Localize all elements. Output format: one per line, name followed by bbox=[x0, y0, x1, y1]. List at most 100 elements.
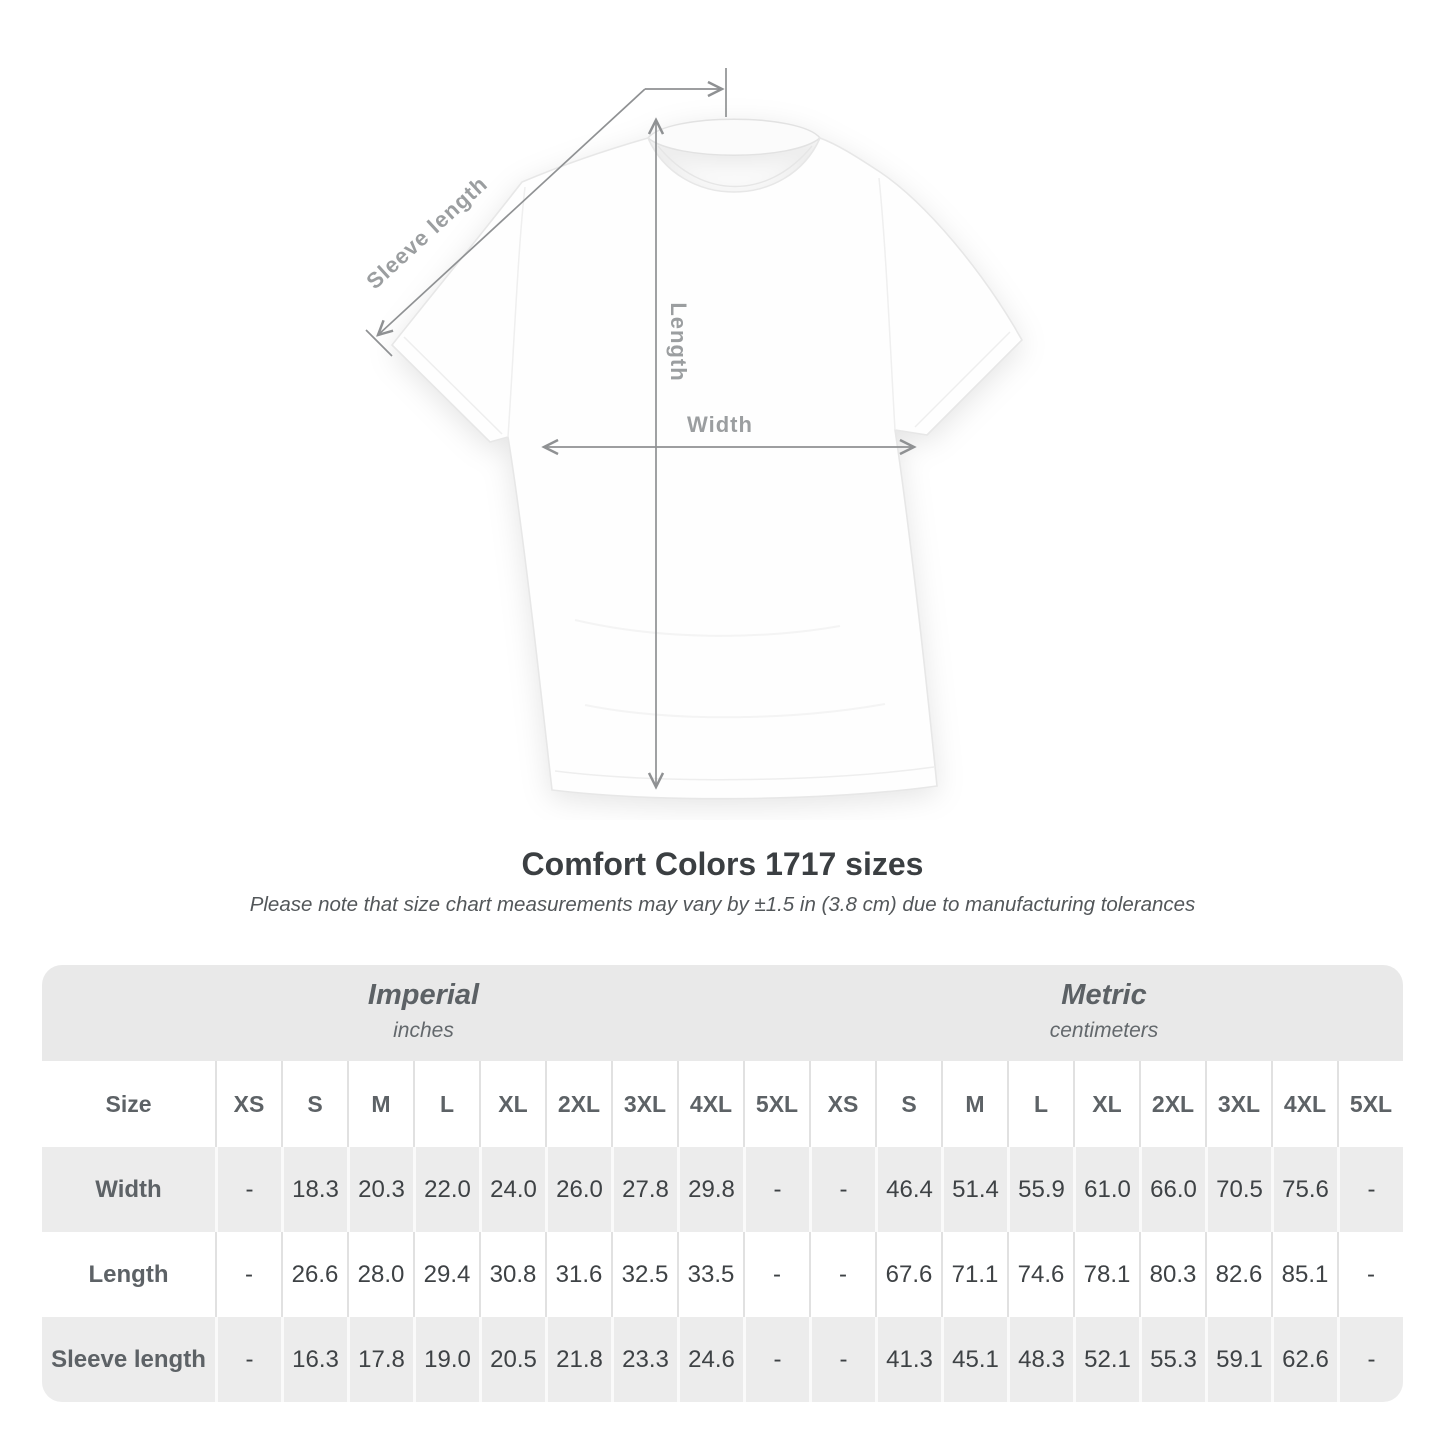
value-cell: 24.6 bbox=[677, 1317, 743, 1402]
shirt-diagram: Sleeve length Length Width bbox=[361, 68, 1023, 800]
size-header-imperial-5xl: 5XL bbox=[743, 1061, 809, 1147]
group-unit-label: inches bbox=[393, 1019, 454, 1042]
size-header-imperial-m: M bbox=[347, 1061, 413, 1147]
tshirt-body bbox=[390, 136, 1023, 800]
value-cell: 21.8 bbox=[545, 1317, 611, 1402]
tshirt-wrinkle bbox=[584, 703, 886, 719]
size-table: Imperial inches Metric centimeters Size XS S M L… bbox=[42, 965, 1403, 1402]
value-cell: 52.1 bbox=[1073, 1317, 1139, 1402]
tshirt-left-sleeve-seam bbox=[507, 186, 526, 438]
size-header-metric-4xl: 4XL bbox=[1271, 1061, 1337, 1147]
value-cell: - bbox=[809, 1317, 875, 1402]
value-cell: 80.3 bbox=[1139, 1232, 1205, 1317]
value-cell: 23.3 bbox=[611, 1317, 677, 1402]
value-cell: - bbox=[809, 1232, 875, 1317]
value-cell: 33.5 bbox=[677, 1232, 743, 1317]
value-cell: 62.6 bbox=[1271, 1317, 1337, 1402]
size-header-metric-xs: XS bbox=[809, 1061, 875, 1147]
value-cell: 24.0 bbox=[479, 1147, 545, 1232]
value-cell: 16.3 bbox=[281, 1317, 347, 1402]
value-cell: 59.1 bbox=[1205, 1317, 1271, 1402]
value-cell: 32.5 bbox=[611, 1232, 677, 1317]
size-header-imperial-xs: XS bbox=[215, 1061, 281, 1147]
value-cell: 51.4 bbox=[941, 1147, 1007, 1232]
value-cell: 26.0 bbox=[545, 1147, 611, 1232]
value-cell: 22.0 bbox=[413, 1147, 479, 1232]
group-header-band: Imperial inches Metric centimeters bbox=[42, 965, 1403, 1061]
tshirt-collar-band bbox=[657, 145, 813, 188]
value-cell: 66.0 bbox=[1139, 1147, 1205, 1232]
tshirt-right-sleeve-seam bbox=[878, 177, 896, 431]
size-header-imperial-xl: XL bbox=[479, 1061, 545, 1147]
width-label: Width bbox=[687, 412, 753, 437]
table-row: Width -18.3 20.3 22.0 24.0 26.0 27.8 29.8- -46.4… bbox=[42, 1147, 1403, 1232]
value-cell: 82.6 bbox=[1205, 1232, 1271, 1317]
value-cell: 46.4 bbox=[875, 1147, 941, 1232]
value-cell: 29.4 bbox=[413, 1232, 479, 1317]
size-header-imperial-l: L bbox=[413, 1061, 479, 1147]
value-cell: 70.5 bbox=[1205, 1147, 1271, 1232]
group-unit-label: centimeters bbox=[1049, 1019, 1159, 1042]
value-cell: 61.0 bbox=[1073, 1147, 1139, 1232]
tshirt-right-sleeve-hem bbox=[914, 331, 1011, 428]
value-cell: 26.6 bbox=[281, 1232, 347, 1317]
group-label: Imperial bbox=[367, 979, 480, 1011]
value-cell: 55.3 bbox=[1139, 1317, 1205, 1402]
value-cell: - bbox=[743, 1232, 809, 1317]
tshirt-bottom-hem bbox=[554, 766, 935, 781]
value-cell: 17.8 bbox=[347, 1317, 413, 1402]
table-row: Length -26.6 28.0 29.4 30.8 31.6 32.5 33.5- -67.… bbox=[42, 1232, 1403, 1317]
row-label: Sleeve length bbox=[51, 1345, 206, 1373]
size-header-metric-2xl: 2XL bbox=[1139, 1061, 1205, 1147]
table-row: Sleeve length -16.3 17.8 19.0 20.5 21.8 23.3 24… bbox=[42, 1317, 1403, 1402]
value-cell: 71.1 bbox=[941, 1232, 1007, 1317]
tshirt-graphic bbox=[390, 118, 1023, 800]
size-header-imperial-s: S bbox=[281, 1061, 347, 1147]
value-cell: 18.3 bbox=[281, 1147, 347, 1232]
value-cell: - bbox=[1337, 1232, 1403, 1317]
size-header-metric-3xl: 3XL bbox=[1205, 1061, 1271, 1147]
sleeve-length-measure-line bbox=[378, 88, 646, 335]
size-header-row: Size XS S M L XL 2XL 3XL 4XL 5XL XS S M L XL 2XL 3XL 4XL 5… bbox=[42, 1061, 1403, 1147]
value-cell: - bbox=[743, 1317, 809, 1402]
value-cell: 27.8 bbox=[611, 1147, 677, 1232]
value-cell: - bbox=[215, 1147, 281, 1232]
size-corner-header: Size bbox=[105, 1090, 152, 1117]
size-header-imperial-2xl: 2XL bbox=[545, 1061, 611, 1147]
value-cell: 20.5 bbox=[479, 1317, 545, 1402]
value-cell: 41.3 bbox=[875, 1317, 941, 1402]
group-header-imperial: Imperial inches bbox=[42, 965, 805, 1061]
tshirt-wrinkle bbox=[574, 619, 841, 637]
size-header-metric-l: L bbox=[1007, 1061, 1073, 1147]
value-cell: 28.0 bbox=[347, 1232, 413, 1317]
size-header-metric-s: S bbox=[875, 1061, 941, 1147]
tshirt-back-collar bbox=[646, 118, 822, 156]
value-cell: - bbox=[809, 1147, 875, 1232]
size-header-metric-xl: XL bbox=[1073, 1061, 1139, 1147]
length-label: Length bbox=[666, 302, 691, 381]
value-cell: 55.9 bbox=[1007, 1147, 1073, 1232]
value-cell: 20.3 bbox=[347, 1147, 413, 1232]
value-cell: 29.8 bbox=[677, 1147, 743, 1232]
sleeve-end-tick bbox=[365, 329, 393, 357]
row-label: Length bbox=[88, 1260, 169, 1288]
size-header-imperial-4xl: 4XL bbox=[677, 1061, 743, 1147]
group-label: Metric bbox=[1061, 979, 1147, 1011]
tshirt-left-sleeve-hem bbox=[403, 336, 503, 435]
value-cell: 67.6 bbox=[875, 1232, 941, 1317]
value-cell: - bbox=[215, 1317, 281, 1402]
value-cell: - bbox=[743, 1147, 809, 1232]
value-cell: 75.6 bbox=[1271, 1147, 1337, 1232]
value-cell: 78.1 bbox=[1073, 1232, 1139, 1317]
value-cell: 19.0 bbox=[413, 1317, 479, 1402]
value-cell: - bbox=[215, 1232, 281, 1317]
size-header-imperial-3xl: 3XL bbox=[611, 1061, 677, 1147]
value-cell: 48.3 bbox=[1007, 1317, 1073, 1402]
group-header-metric: Metric centimeters bbox=[805, 965, 1403, 1061]
row-label: Width bbox=[95, 1175, 162, 1203]
value-cell: 74.6 bbox=[1007, 1232, 1073, 1317]
tolerance-note: Please note that size chart measurements… bbox=[249, 893, 1196, 916]
value-cell: 30.8 bbox=[479, 1232, 545, 1317]
page-title: Comfort Colors 1717 sizes bbox=[521, 846, 924, 882]
